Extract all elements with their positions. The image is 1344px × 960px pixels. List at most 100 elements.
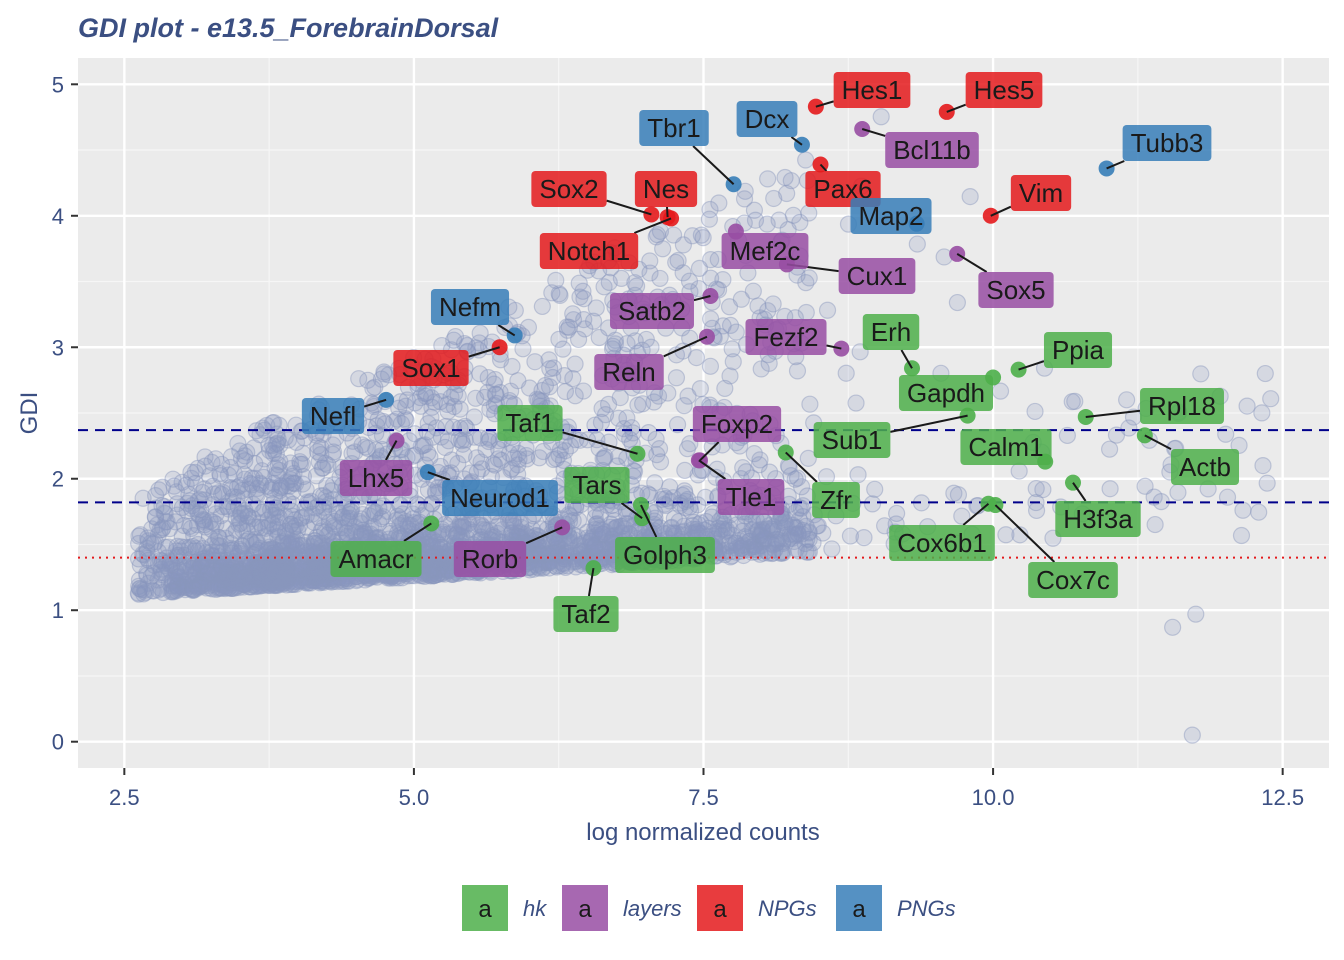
background-point	[569, 544, 587, 562]
background-point	[304, 562, 322, 580]
background-point	[1164, 618, 1182, 636]
gene-label-nefm: Nefm	[430, 289, 510, 325]
background-point	[296, 555, 315, 573]
background-point	[244, 559, 262, 577]
background-point	[424, 556, 443, 574]
background-point	[453, 432, 471, 450]
background-point	[245, 536, 263, 554]
background-point	[209, 528, 227, 546]
background-point	[566, 387, 584, 405]
background-point	[703, 508, 721, 526]
background-point	[837, 364, 855, 382]
background-point	[547, 271, 565, 289]
gene-label-ppia: Ppia	[1043, 332, 1113, 368]
background-point	[266, 520, 284, 538]
background-point	[212, 572, 230, 590]
background-point	[236, 501, 254, 520]
background-point	[276, 546, 295, 564]
background-point	[778, 184, 796, 203]
background-point	[1187, 605, 1205, 623]
gene-label-rpl18: Rpl18	[1140, 388, 1224, 424]
background-point	[590, 328, 608, 347]
background-point	[481, 521, 499, 539]
background-point	[564, 305, 582, 323]
background-point	[416, 436, 434, 454]
background-point	[249, 557, 267, 576]
background-point	[689, 466, 707, 484]
background-point	[182, 469, 200, 487]
background-point	[587, 515, 605, 533]
background-point	[227, 567, 245, 585]
background-point	[1262, 390, 1280, 408]
background-point	[680, 272, 699, 290]
background-point	[679, 387, 697, 405]
gene-label-cux1: Cux1	[838, 258, 916, 294]
background-point	[314, 518, 333, 536]
svg-text:Nes: Nes	[643, 174, 689, 204]
background-point	[431, 536, 449, 554]
background-point	[238, 514, 256, 532]
gene-label-dcx: Dcx	[736, 101, 798, 137]
legend-key-letter: a	[852, 896, 866, 923]
background-point	[716, 379, 734, 398]
background-point	[250, 573, 268, 591]
background-point	[760, 354, 778, 372]
background-point	[322, 482, 340, 500]
background-point	[736, 515, 754, 533]
background-point	[511, 523, 529, 542]
gene-label-vim: Vim	[1010, 175, 1072, 211]
background-point	[476, 388, 494, 407]
background-point	[555, 367, 574, 385]
background-point	[303, 572, 322, 590]
background-point	[255, 559, 273, 577]
background-point	[197, 579, 216, 597]
background-point	[302, 562, 320, 580]
background-point	[166, 573, 185, 591]
background-point	[785, 532, 803, 551]
background-point	[261, 538, 279, 556]
background-point	[314, 487, 333, 505]
svg-text:Hes1: Hes1	[842, 75, 903, 105]
svg-text:Nefl: Nefl	[310, 401, 356, 431]
gene-label-hes1: Hes1	[833, 72, 911, 108]
background-point	[245, 570, 264, 588]
y-tick-label: 2	[52, 467, 64, 492]
background-point	[276, 507, 294, 525]
background-point	[256, 527, 274, 546]
background-point	[748, 522, 766, 541]
background-point	[287, 567, 305, 585]
background-point	[554, 340, 572, 358]
background-point	[425, 567, 443, 585]
background-point	[364, 379, 382, 398]
background-point	[313, 534, 332, 552]
background-point	[679, 490, 697, 509]
background-point	[1232, 526, 1251, 545]
gene-label-mef2c: Mef2c	[721, 233, 809, 269]
background-point	[585, 539, 603, 557]
background-point	[309, 437, 327, 455]
background-point	[1254, 456, 1272, 475]
background-point	[1253, 404, 1271, 422]
background-point	[262, 558, 280, 576]
background-point	[558, 557, 577, 575]
background-point	[302, 571, 321, 589]
x-axis-label: log normalized counts	[586, 819, 819, 846]
svg-text:Map2: Map2	[858, 201, 923, 231]
background-point	[534, 559, 552, 577]
background-point	[347, 523, 365, 542]
background-point	[306, 568, 325, 587]
legend-key-letter: a	[713, 896, 727, 923]
background-point	[226, 574, 244, 592]
background-point	[434, 550, 453, 568]
background-point	[751, 533, 770, 551]
svg-text:Cox6b1: Cox6b1	[897, 528, 987, 558]
background-point	[586, 538, 604, 556]
background-point	[217, 564, 236, 582]
background-point	[691, 380, 709, 398]
background-point	[241, 572, 259, 590]
gene-label-lhx5: Lhx5	[339, 460, 413, 496]
background-point	[273, 573, 291, 591]
y-tick-label: 1	[52, 598, 64, 623]
background-point	[222, 579, 240, 597]
background-point	[330, 504, 348, 522]
